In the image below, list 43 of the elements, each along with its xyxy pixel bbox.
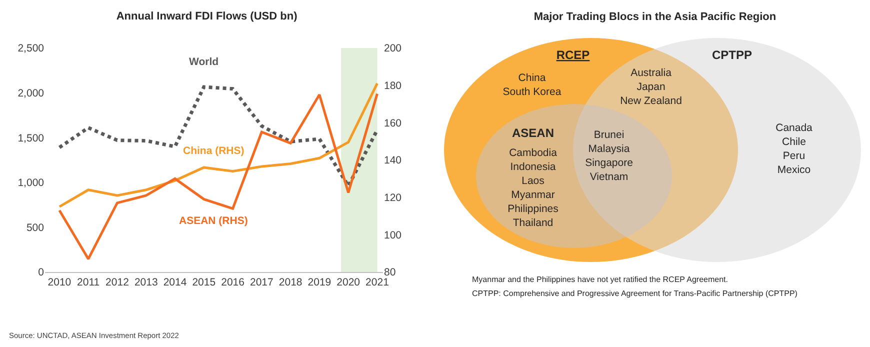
text: Myanmar and the Philippines have not yet ratified the RCEP Agreement. [472, 275, 728, 284]
text: Major Trading Blocs in the Asia Pacific Region [534, 11, 776, 23]
y2-tick-label: 200 [384, 42, 402, 55]
y-tick-label: 1,000 [18, 177, 44, 190]
y2-tick-label: 180 [384, 80, 402, 92]
series-label: World [189, 56, 219, 68]
x-tick-label: 2010 [48, 276, 72, 289]
text: Canada Chile Peru Mexico [776, 122, 813, 176]
y2-tick-label: 140 [384, 154, 402, 167]
y-tick-label: 2,000 [18, 87, 44, 100]
y-tick-label: 500 [26, 222, 44, 234]
text: China South Korea [502, 72, 562, 98]
y-tick-label: 1,500 [18, 132, 44, 144]
x-tick-label: 2015 [192, 276, 216, 289]
line-series [58, 82, 378, 208]
line-series [58, 92, 378, 260]
text: RCEP [556, 48, 590, 62]
x-tick-label: 2014 [163, 276, 187, 289]
y-tick-label: 0 [38, 266, 44, 279]
x-tick-label: 2020 [336, 276, 360, 289]
x-tick-label: 2016 [221, 276, 245, 289]
y-tick-label: 2,500 [18, 42, 44, 55]
chart-title: Annual Inward FDI Flows (USD bn) [116, 10, 298, 22]
text: CPTPP [712, 48, 752, 62]
line-series [58, 85, 379, 188]
y2-tick-label: 160 [384, 117, 402, 130]
series-label: China (RHS) [183, 145, 244, 157]
y2-tick-label: 80 [384, 266, 396, 279]
text: CPTPP: Comprehensive and Progressive Agreement for Trans-Pacific Partnership (CPTPP) [472, 289, 798, 298]
y2-tick-label: 120 [384, 192, 402, 204]
text: Brunei Malaysia Singapore Vietnam [585, 129, 634, 183]
y2-tick-label: 100 [384, 229, 402, 242]
x-tick-label: 2021 [366, 276, 390, 289]
x-tick-label: 2018 [278, 276, 302, 289]
text: Cambodia Indonesia Laos Myanmar Philippines Thailand [508, 147, 558, 229]
series-label: ASEAN (RHS) [179, 215, 248, 227]
x-tick-label: 2013 [134, 276, 158, 289]
text: ASEAN [512, 126, 554, 140]
x-tick-label: 2011 [77, 276, 100, 289]
text: Australia Japan New Zealand [620, 67, 682, 107]
x-tick-label: 2019 [308, 276, 332, 289]
x-tick-label: 2017 [250, 276, 274, 289]
x-tick-label: 2012 [106, 276, 130, 289]
